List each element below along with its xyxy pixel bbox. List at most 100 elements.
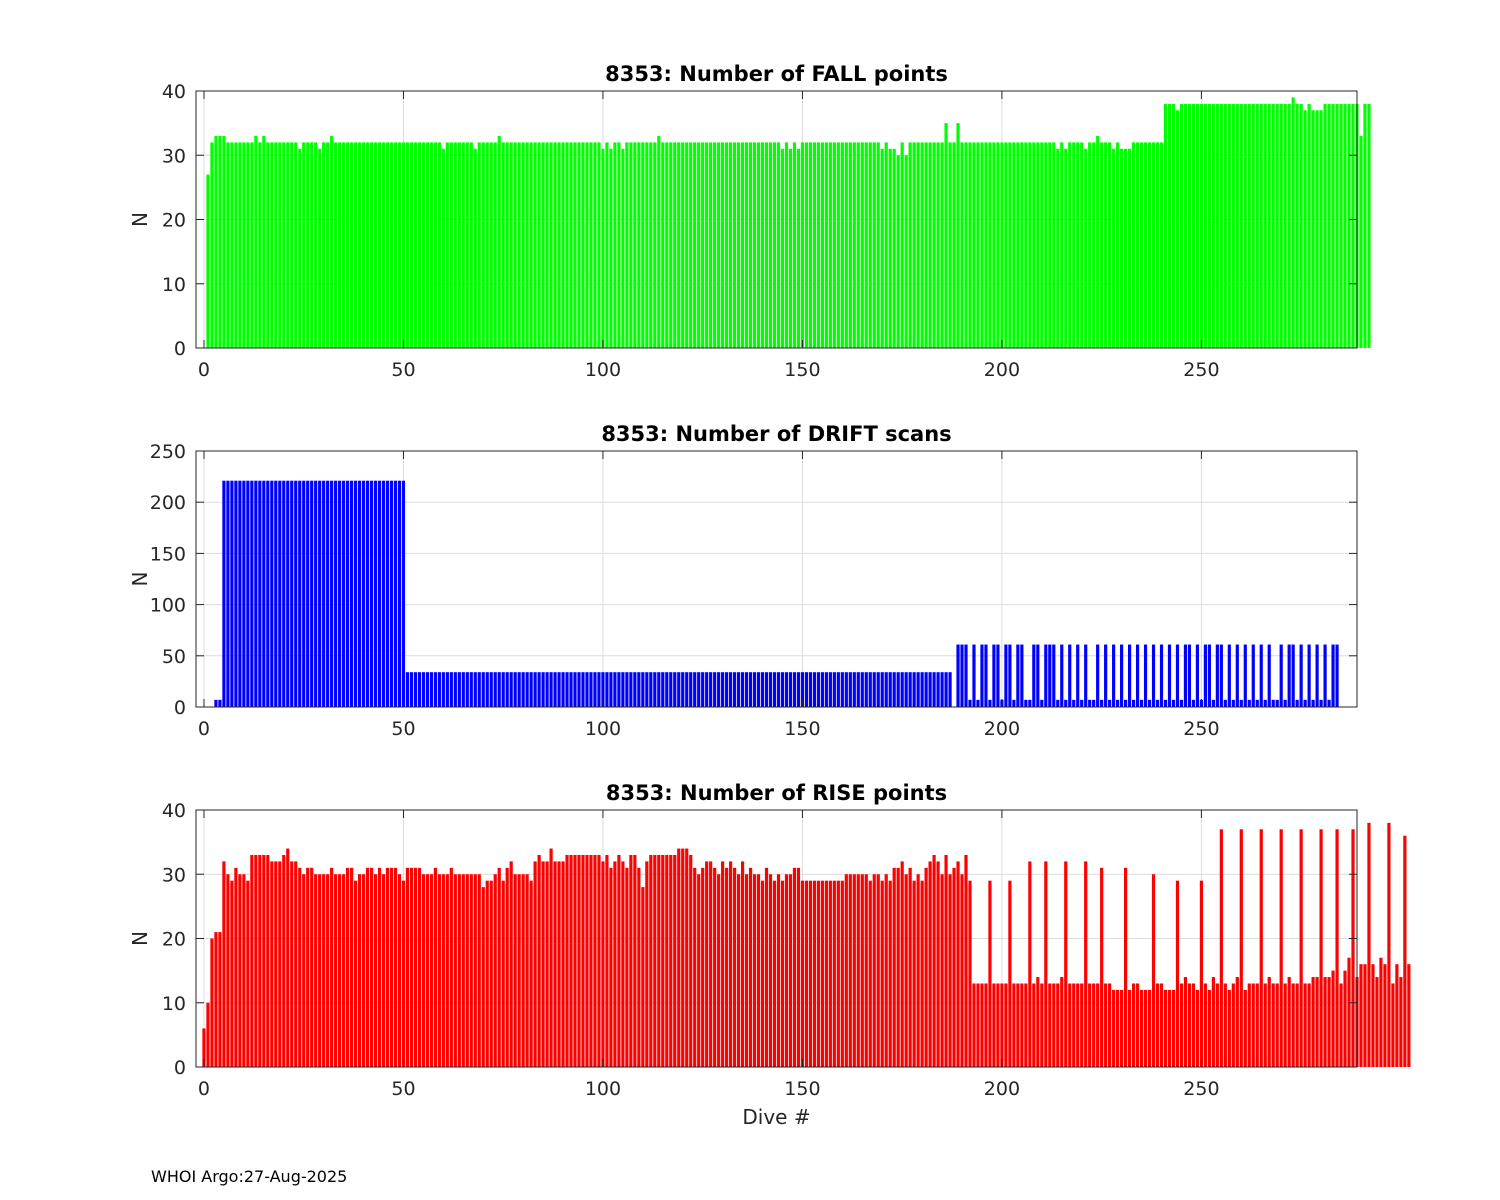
bar xyxy=(1191,699,1196,707)
bar xyxy=(1052,983,1056,1067)
x-tick-label: 150 xyxy=(784,359,820,381)
bar xyxy=(968,142,972,348)
bar xyxy=(445,672,449,707)
bar xyxy=(334,874,338,1067)
bar xyxy=(1092,983,1096,1067)
bar xyxy=(904,672,908,707)
bar xyxy=(916,874,920,1067)
bar xyxy=(992,983,996,1067)
bar xyxy=(266,854,270,1067)
y-tick-label: 20 xyxy=(162,929,186,951)
bar xyxy=(1331,970,1335,1068)
bar xyxy=(465,874,469,1067)
bar xyxy=(740,142,745,348)
bar xyxy=(401,880,406,1067)
bar xyxy=(1112,148,1116,348)
bar xyxy=(796,672,801,707)
bar xyxy=(1120,989,1124,1067)
bar xyxy=(286,848,290,1067)
bar xyxy=(864,874,868,1067)
bar xyxy=(1183,644,1188,707)
bar xyxy=(832,142,836,348)
x-tick-label: 200 xyxy=(984,359,1020,381)
bar xyxy=(545,861,549,1067)
bar xyxy=(437,142,441,348)
bar xyxy=(860,672,864,707)
bar xyxy=(756,142,761,348)
bar xyxy=(449,142,453,348)
bar xyxy=(1183,103,1188,348)
bar xyxy=(932,672,936,707)
bar xyxy=(1187,644,1192,707)
bar xyxy=(1147,699,1152,707)
bar xyxy=(489,672,493,707)
bar xyxy=(972,983,976,1067)
bar xyxy=(1287,644,1291,707)
bar xyxy=(788,148,793,348)
bar xyxy=(361,480,366,707)
bar xyxy=(1179,103,1184,348)
bar xyxy=(1016,142,1020,348)
bar xyxy=(988,880,992,1067)
bar xyxy=(976,699,980,707)
bar xyxy=(409,142,414,348)
bar xyxy=(1096,983,1100,1067)
bar xyxy=(693,867,697,1067)
bar xyxy=(274,861,278,1067)
y-tick-label: 40 xyxy=(162,800,186,822)
bar xyxy=(1139,699,1144,707)
bar xyxy=(800,142,805,348)
bar xyxy=(369,142,374,348)
bar xyxy=(1219,103,1223,348)
y-axis-label: N xyxy=(128,931,152,946)
bar xyxy=(545,672,549,707)
bar xyxy=(1171,989,1176,1067)
x-tick-label: 100 xyxy=(585,1078,621,1100)
bar xyxy=(553,861,557,1067)
bar xyxy=(553,142,557,348)
bar xyxy=(964,644,968,707)
bar xyxy=(357,874,362,1067)
bar xyxy=(752,672,757,707)
bar xyxy=(856,672,860,707)
bar xyxy=(1084,861,1088,1067)
bar xyxy=(334,142,338,348)
bar xyxy=(1131,699,1136,707)
bar xyxy=(1036,977,1040,1067)
bar xyxy=(677,848,681,1067)
axes-box xyxy=(195,450,1358,708)
bar xyxy=(290,861,294,1067)
bar xyxy=(960,142,964,348)
bar xyxy=(796,867,801,1067)
bar xyxy=(1088,142,1092,348)
bar xyxy=(1175,110,1180,349)
bar xyxy=(1283,699,1287,707)
bar xyxy=(820,880,824,1067)
bar xyxy=(1116,989,1120,1067)
bar xyxy=(537,142,541,348)
bar xyxy=(457,142,461,348)
bar xyxy=(481,142,485,348)
bar xyxy=(1100,867,1104,1067)
bar xyxy=(505,867,509,1067)
bar xyxy=(816,142,820,348)
bar xyxy=(689,142,693,348)
bar xyxy=(1227,644,1231,707)
bar xyxy=(876,142,880,348)
bar xyxy=(629,142,633,348)
bar xyxy=(748,142,753,348)
bar xyxy=(310,480,314,707)
bar xyxy=(465,672,469,707)
bar xyxy=(254,135,258,348)
bar xyxy=(1151,644,1156,707)
bar xyxy=(246,880,250,1067)
bar xyxy=(357,142,362,348)
bar xyxy=(713,867,717,1067)
bar xyxy=(1004,142,1008,348)
bar xyxy=(625,672,629,707)
bar xyxy=(529,672,533,707)
bar xyxy=(1239,829,1243,1067)
bar xyxy=(1343,103,1347,348)
bar xyxy=(1223,983,1227,1067)
bar xyxy=(1024,699,1028,707)
